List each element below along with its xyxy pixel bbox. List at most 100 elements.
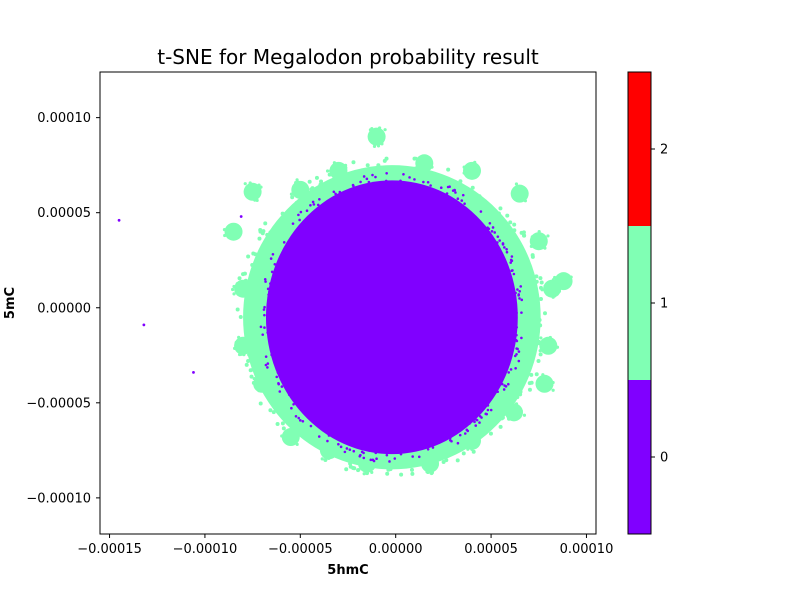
class-1-point <box>296 191 301 196</box>
class-1-point <box>409 467 414 472</box>
class-1-point <box>519 230 524 235</box>
class-1-point <box>496 211 501 216</box>
class-1-point <box>534 279 539 284</box>
class-0-point <box>294 414 298 418</box>
class-1-point <box>529 338 534 343</box>
class-0-point <box>393 186 396 190</box>
class-1-point <box>310 438 315 443</box>
class-1-point <box>419 157 423 161</box>
class-1-point <box>530 235 534 239</box>
class-1-point <box>455 448 460 453</box>
class-0-point <box>324 416 327 420</box>
class-1-point <box>293 439 297 443</box>
class-0-point <box>422 444 425 447</box>
class-0-point <box>509 258 513 262</box>
class-1-point <box>538 297 543 302</box>
class-1-point <box>314 175 319 180</box>
class-0-point <box>371 458 375 462</box>
y-axis-label: 5mC <box>3 287 18 319</box>
y-axis: −0.00010 −0.00005 0.00000 0.00005 0.00010 <box>26 111 100 506</box>
class-1-point <box>320 457 324 461</box>
class-0-point <box>362 456 366 460</box>
class-0-point <box>510 345 514 349</box>
class-0-point <box>498 370 502 374</box>
class-0-point <box>375 457 378 461</box>
class-1-point <box>522 261 527 266</box>
class-0-point <box>351 183 355 187</box>
class-0-point <box>490 238 494 242</box>
class-0-point <box>280 385 284 388</box>
class-0-point <box>402 172 405 176</box>
class-0-point <box>496 390 499 394</box>
class-0-point <box>279 346 283 350</box>
class-0-point <box>290 249 294 253</box>
class-0-point <box>504 329 508 333</box>
class-1-point <box>283 224 288 229</box>
class-0-point <box>480 416 483 419</box>
class-1-point <box>327 456 331 460</box>
class-1-point <box>491 219 496 224</box>
class-1-point <box>298 431 303 436</box>
class-0-point <box>311 200 315 204</box>
class-0-point <box>501 243 505 246</box>
class-1-point <box>253 198 257 202</box>
class-1-point <box>375 131 379 135</box>
class-0-point <box>371 193 375 197</box>
class-1-point <box>517 247 522 252</box>
class-1-point <box>424 170 429 175</box>
x-tick-label: 0.00005 <box>464 542 518 557</box>
class-0-point <box>474 424 478 427</box>
class-1-point <box>383 128 387 132</box>
class-0-point <box>520 336 523 340</box>
class-0-point <box>518 289 522 293</box>
class-0-point <box>460 199 464 202</box>
class-0-point <box>498 239 501 242</box>
class-1-point <box>507 226 512 231</box>
class-0-point <box>393 457 397 460</box>
class-1-point <box>519 409 523 413</box>
class-0-point <box>479 391 483 395</box>
class-1-point <box>458 179 463 184</box>
class-1-point <box>548 335 552 340</box>
class-0-point <box>316 203 320 207</box>
class-0-point <box>386 188 389 191</box>
class-1-point <box>243 182 247 186</box>
class-0-point <box>463 210 467 214</box>
class-1-point <box>378 126 382 130</box>
class-0-point <box>286 385 290 389</box>
y-tick-label: 0.00010 <box>37 111 91 126</box>
class-1-point <box>514 182 519 186</box>
class-0-point <box>264 363 268 367</box>
class-1-point <box>513 377 518 382</box>
class-1-point <box>520 253 525 258</box>
class-0-point <box>301 420 305 423</box>
class-1-point <box>538 276 543 281</box>
class-0-point <box>506 382 510 386</box>
class-0-point <box>451 423 455 426</box>
class-0-point <box>488 222 492 225</box>
class-0-point <box>495 372 498 375</box>
class-0-point <box>512 272 516 276</box>
class-1-point <box>418 163 422 167</box>
class-1-point <box>243 278 248 283</box>
class-0-point <box>318 208 322 212</box>
class-0-point <box>263 326 266 329</box>
x-axis-label: 5hmC <box>327 563 368 578</box>
chart-title: t-SNE for Megalodon probability result <box>157 45 539 69</box>
class-1-point <box>319 179 324 184</box>
class-0-point <box>328 209 331 213</box>
class-0-point <box>474 417 477 421</box>
class-0-point <box>507 273 510 276</box>
class-0-point <box>353 191 357 195</box>
class-0-point <box>429 438 433 442</box>
class-1-point <box>238 352 242 357</box>
class-1-point <box>251 380 256 385</box>
class-0-point <box>369 458 373 462</box>
class-0-point <box>520 311 523 314</box>
class-1-point <box>534 274 539 279</box>
class-1-point <box>512 222 517 227</box>
class-0-point <box>297 404 301 407</box>
class-0-point <box>458 433 462 437</box>
class-1-point <box>512 228 517 233</box>
class-0-point <box>444 427 448 431</box>
